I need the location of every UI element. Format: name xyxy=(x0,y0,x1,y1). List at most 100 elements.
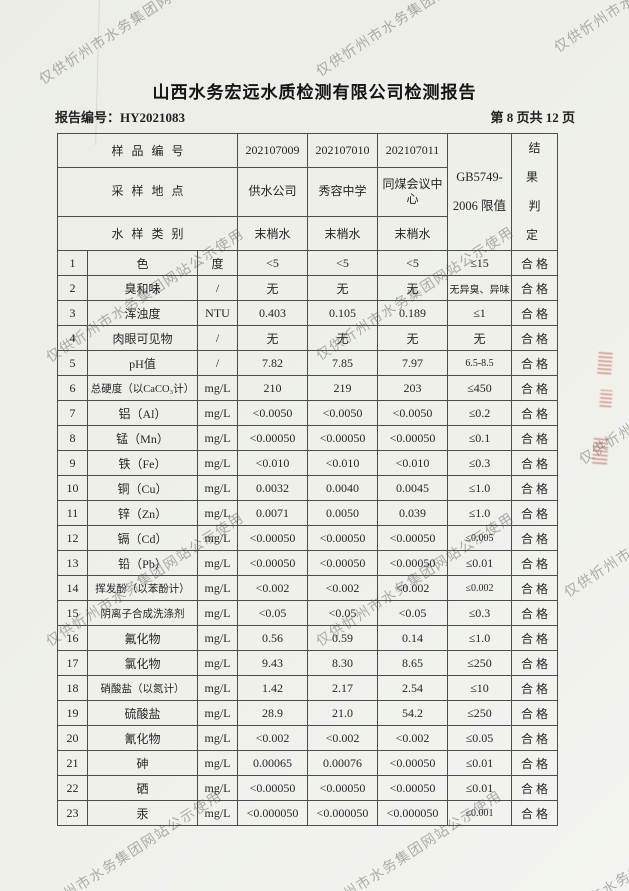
parameter-name-cell: 砷 xyxy=(87,750,198,776)
value-cell: <0.00050 xyxy=(237,425,308,451)
header-row-type: 水样类别 末梢水 末梢水 末梢水 xyxy=(57,215,558,252)
value-cell: 210 xyxy=(237,375,308,401)
row-number-cell: 22 xyxy=(57,775,88,801)
value-cell: 0.0032 xyxy=(237,475,308,501)
limit-cell: ≤1.0 xyxy=(447,475,512,501)
result-cell: 合格 xyxy=(511,750,558,776)
value-cell: <5 xyxy=(377,250,448,276)
value-cell: <0.05 xyxy=(377,600,448,626)
location-1: 供水公司 xyxy=(237,167,308,217)
parameter-name-cell: 汞 xyxy=(87,800,198,826)
table-row: 22 硒 mg/L <0.00050 <0.00050 <0.00050 ≤0.01 合格 xyxy=(57,775,558,801)
table-row: 13 铅（Pb） mg/L <0.00050 <0.00050 <0.00050 ≤0.01… xyxy=(57,550,558,576)
value-cell: 9.43 xyxy=(237,650,308,676)
parameter-name-cell: 硝酸盐（以氮计） xyxy=(87,675,198,701)
value-cell: <0.00050 xyxy=(307,550,378,576)
result-cell: 合格 xyxy=(511,650,558,676)
result-cell: 合格 xyxy=(511,375,558,401)
result-cell: 合格 xyxy=(511,450,558,476)
table-row: 16 氟化物 mg/L 0.56 0.59 0.14 ≤1.0 合格 xyxy=(57,625,558,651)
unit-cell: mg/L xyxy=(197,375,238,401)
limit-cell: ≤1 xyxy=(447,300,512,326)
value-cell: 2.17 xyxy=(307,675,378,701)
sample-no-1: 202107009 xyxy=(237,132,308,169)
table-row: 3 浑浊度 NTU 0.403 0.105 0.189 ≤1 合格 xyxy=(57,300,558,326)
row-number-cell: 11 xyxy=(57,500,88,526)
parameter-name-cell: 肉眼可见物 xyxy=(87,325,198,351)
unit-cell: / xyxy=(197,325,238,351)
water-quality-table: 样品编号 202107009 202107010 202107011 GB574… xyxy=(57,132,558,826)
parameter-name-cell: 氟化物 xyxy=(87,625,198,651)
value-cell: <0.0050 xyxy=(377,400,448,426)
value-cell: <0.000050 xyxy=(377,800,448,826)
result-header: 结 果 判 定 xyxy=(511,133,558,251)
row-number-cell: 16 xyxy=(57,625,88,651)
limit-standard-line1: GB5749- xyxy=(456,170,503,184)
value-cell: 0.403 xyxy=(237,300,308,326)
value-cell: <0.00050 xyxy=(307,525,378,551)
value-cell: <5 xyxy=(307,250,378,276)
table-row: 10 铜（Cu） mg/L 0.0032 0.0040 0.0045 ≤1.0 合格 xyxy=(57,475,558,501)
value-cell: 0.0045 xyxy=(377,475,448,501)
result-cell: 合格 xyxy=(511,425,558,451)
sample-no-2: 202107010 xyxy=(307,132,378,169)
result-cell: 合格 xyxy=(511,800,558,826)
table-row: 18 硝酸盐（以氮计） mg/L 1.42 2.17 2.54 ≤10 合格 xyxy=(57,675,558,701)
red-stamp-fragment xyxy=(597,351,613,375)
limit-cell: ≤0.01 xyxy=(447,550,512,576)
parameter-name-cell: 色 xyxy=(87,250,198,276)
location-label: 采样地点 xyxy=(57,167,238,217)
unit-cell: mg/L xyxy=(197,725,238,751)
value-cell: <0.010 xyxy=(237,450,308,476)
red-stamp-fragment xyxy=(599,389,613,408)
table-row: 23 汞 mg/L <0.000050 <0.000050 <0.000050 ≤0.001… xyxy=(57,800,558,826)
parameter-name-cell: 氰化物 xyxy=(87,725,198,751)
value-cell: <0.05 xyxy=(237,600,308,626)
value-cell: 0.189 xyxy=(377,300,448,326)
limit-cell: ≤0.002 xyxy=(447,575,512,601)
row-number-cell: 23 xyxy=(57,800,88,826)
row-number-cell: 2 xyxy=(57,275,88,301)
parameter-name-cell: 氯化物 xyxy=(87,650,198,676)
watermark-text: 仅供忻州市水务集团网站公示使用 xyxy=(561,460,629,601)
type-2: 末梢水 xyxy=(307,215,378,252)
value-cell: 7.82 xyxy=(237,350,308,376)
header-row-location: 采样地点 供水公司 秀容中学 同煤会议中心 xyxy=(57,167,558,217)
result-cell: 合格 xyxy=(511,275,558,301)
value-cell: <0.00050 xyxy=(237,525,308,551)
value-cell: <0.002 xyxy=(237,575,308,601)
parameter-name-cell: 硫酸盐 xyxy=(87,700,198,726)
value-cell: 0.039 xyxy=(377,500,448,526)
unit-cell: mg/L xyxy=(197,525,238,551)
value-cell: 无 xyxy=(307,275,378,301)
watermark-text: 仅供忻州市水务集团网站公示使用 xyxy=(36,0,240,88)
result-cell: 合格 xyxy=(511,550,558,576)
sample-no-label: 样品编号 xyxy=(57,132,238,169)
value-cell: <0.00050 xyxy=(377,425,448,451)
type-3: 末梢水 xyxy=(377,215,448,252)
table-row: 4 肉眼可见物 / 无无无无合格 xyxy=(57,325,558,351)
limit-cell: 6.5-8.5 xyxy=(447,350,512,376)
result-cell: 合格 xyxy=(511,500,558,526)
row-number-cell: 3 xyxy=(57,300,88,326)
table-row: 1 色度 <5 <5 <5 ≤15 合格 xyxy=(57,250,558,276)
value-cell: <0.002 xyxy=(377,725,448,751)
result-cell: 合格 xyxy=(511,525,558,551)
row-number-cell: 12 xyxy=(57,525,88,551)
value-cell: 0.0050 xyxy=(307,500,378,526)
value-cell: 0.105 xyxy=(307,300,378,326)
value-cell: 8.65 xyxy=(377,650,448,676)
value-cell: <0.00050 xyxy=(237,550,308,576)
unit-cell: mg/L xyxy=(197,575,238,601)
table-row: 20 氰化物 mg/L <0.002 <0.002 <0.002 ≤0.05 合格 xyxy=(57,725,558,751)
value-cell: 0.0040 xyxy=(307,475,378,501)
result-cell: 合格 xyxy=(511,725,558,751)
value-cell: <0.00050 xyxy=(377,775,448,801)
location-3: 同煤会议中心 xyxy=(377,167,448,217)
unit-cell: mg/L xyxy=(197,550,238,576)
value-cell: 0.00076 xyxy=(307,750,378,776)
value-cell: <0.00050 xyxy=(307,775,378,801)
parameter-name-cell: 铝（Al） xyxy=(87,400,198,426)
parameter-name-cell: pH值 xyxy=(87,350,198,376)
value-cell: 无 xyxy=(307,325,378,351)
